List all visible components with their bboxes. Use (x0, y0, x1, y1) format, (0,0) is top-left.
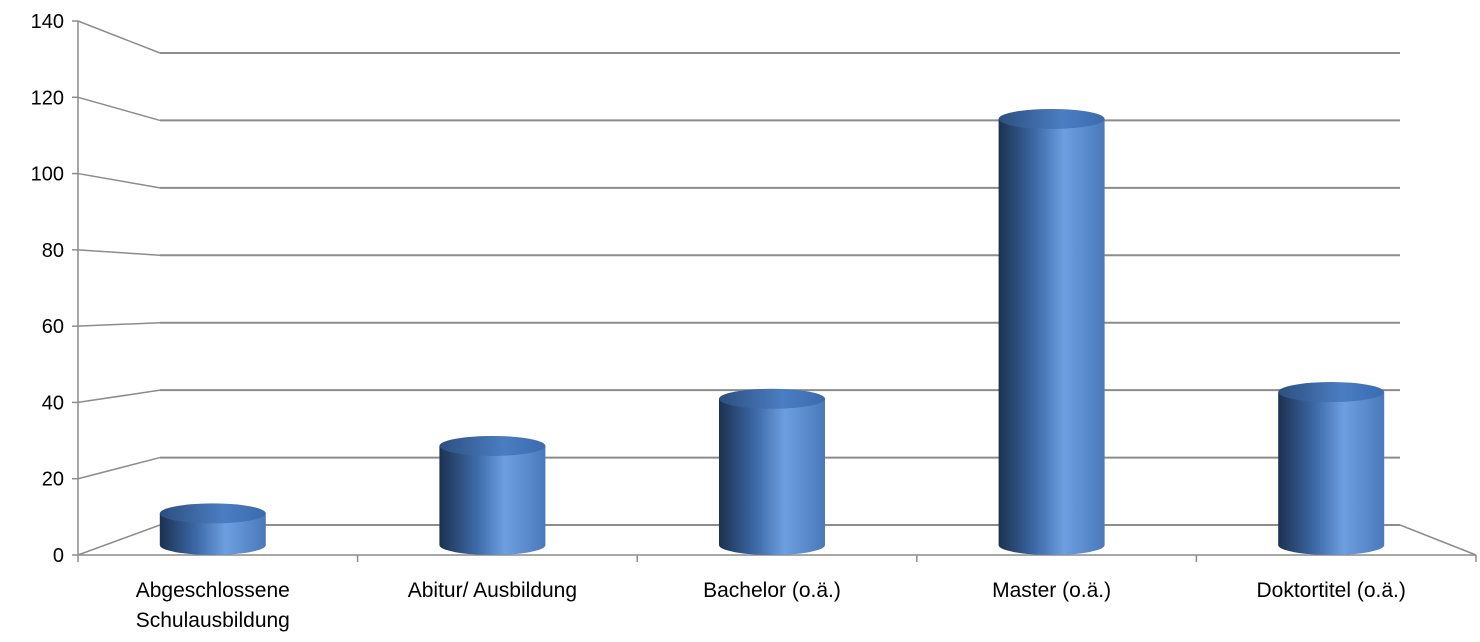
bar-body (439, 445, 546, 555)
bar (1278, 382, 1385, 555)
bar (439, 435, 546, 555)
floor-right-edge (1399, 524, 1477, 556)
bar-top (719, 388, 825, 409)
bar-top (1278, 382, 1385, 403)
bar-body (1278, 392, 1385, 555)
bar-top (159, 503, 266, 524)
x-tick-label: Doktortitel (o.ä.) (1257, 579, 1406, 602)
gridline-connector (77, 389, 161, 404)
gridline-connector (77, 524, 161, 556)
gridline-connector (77, 172, 161, 189)
bars (159, 108, 1385, 555)
bar (998, 108, 1105, 555)
bar (159, 503, 266, 555)
y-tick-label: 80 (42, 240, 64, 262)
gridline-connector (77, 249, 161, 257)
bar-top (439, 435, 546, 456)
bar-body (998, 118, 1105, 555)
gridline-connector (77, 96, 161, 122)
bar-body (159, 513, 266, 555)
gridline-connector (77, 321, 161, 327)
y-tick-label: 100 (31, 164, 64, 186)
y-tick-label: 40 (42, 392, 64, 414)
gridline-connector (77, 456, 161, 480)
y-tick-label: 140 (31, 11, 64, 33)
bar (719, 388, 825, 555)
y-tick-label: 0 (53, 545, 64, 567)
gridline-connector (77, 20, 161, 54)
labels: 0 20 40 60 80 100 120 140 Abgeschlossene Schulaus… (31, 11, 1406, 632)
grid-lines (77, 20, 1400, 556)
y-tick-label: 120 (31, 87, 64, 109)
y-tick-label: 60 (42, 316, 64, 338)
bar-top (998, 108, 1105, 129)
x-tick-label: Abgeschlossene Schulausbildung (136, 579, 290, 632)
x-tick-label: Master (o.ä.) (992, 579, 1111, 602)
bar-body (719, 398, 825, 555)
x-tick-label: Bachelor (o.ä.) (703, 579, 841, 602)
y-tick-label: 20 (42, 469, 64, 491)
x-tick-label: Abitur/ Ausbildung (408, 579, 577, 602)
